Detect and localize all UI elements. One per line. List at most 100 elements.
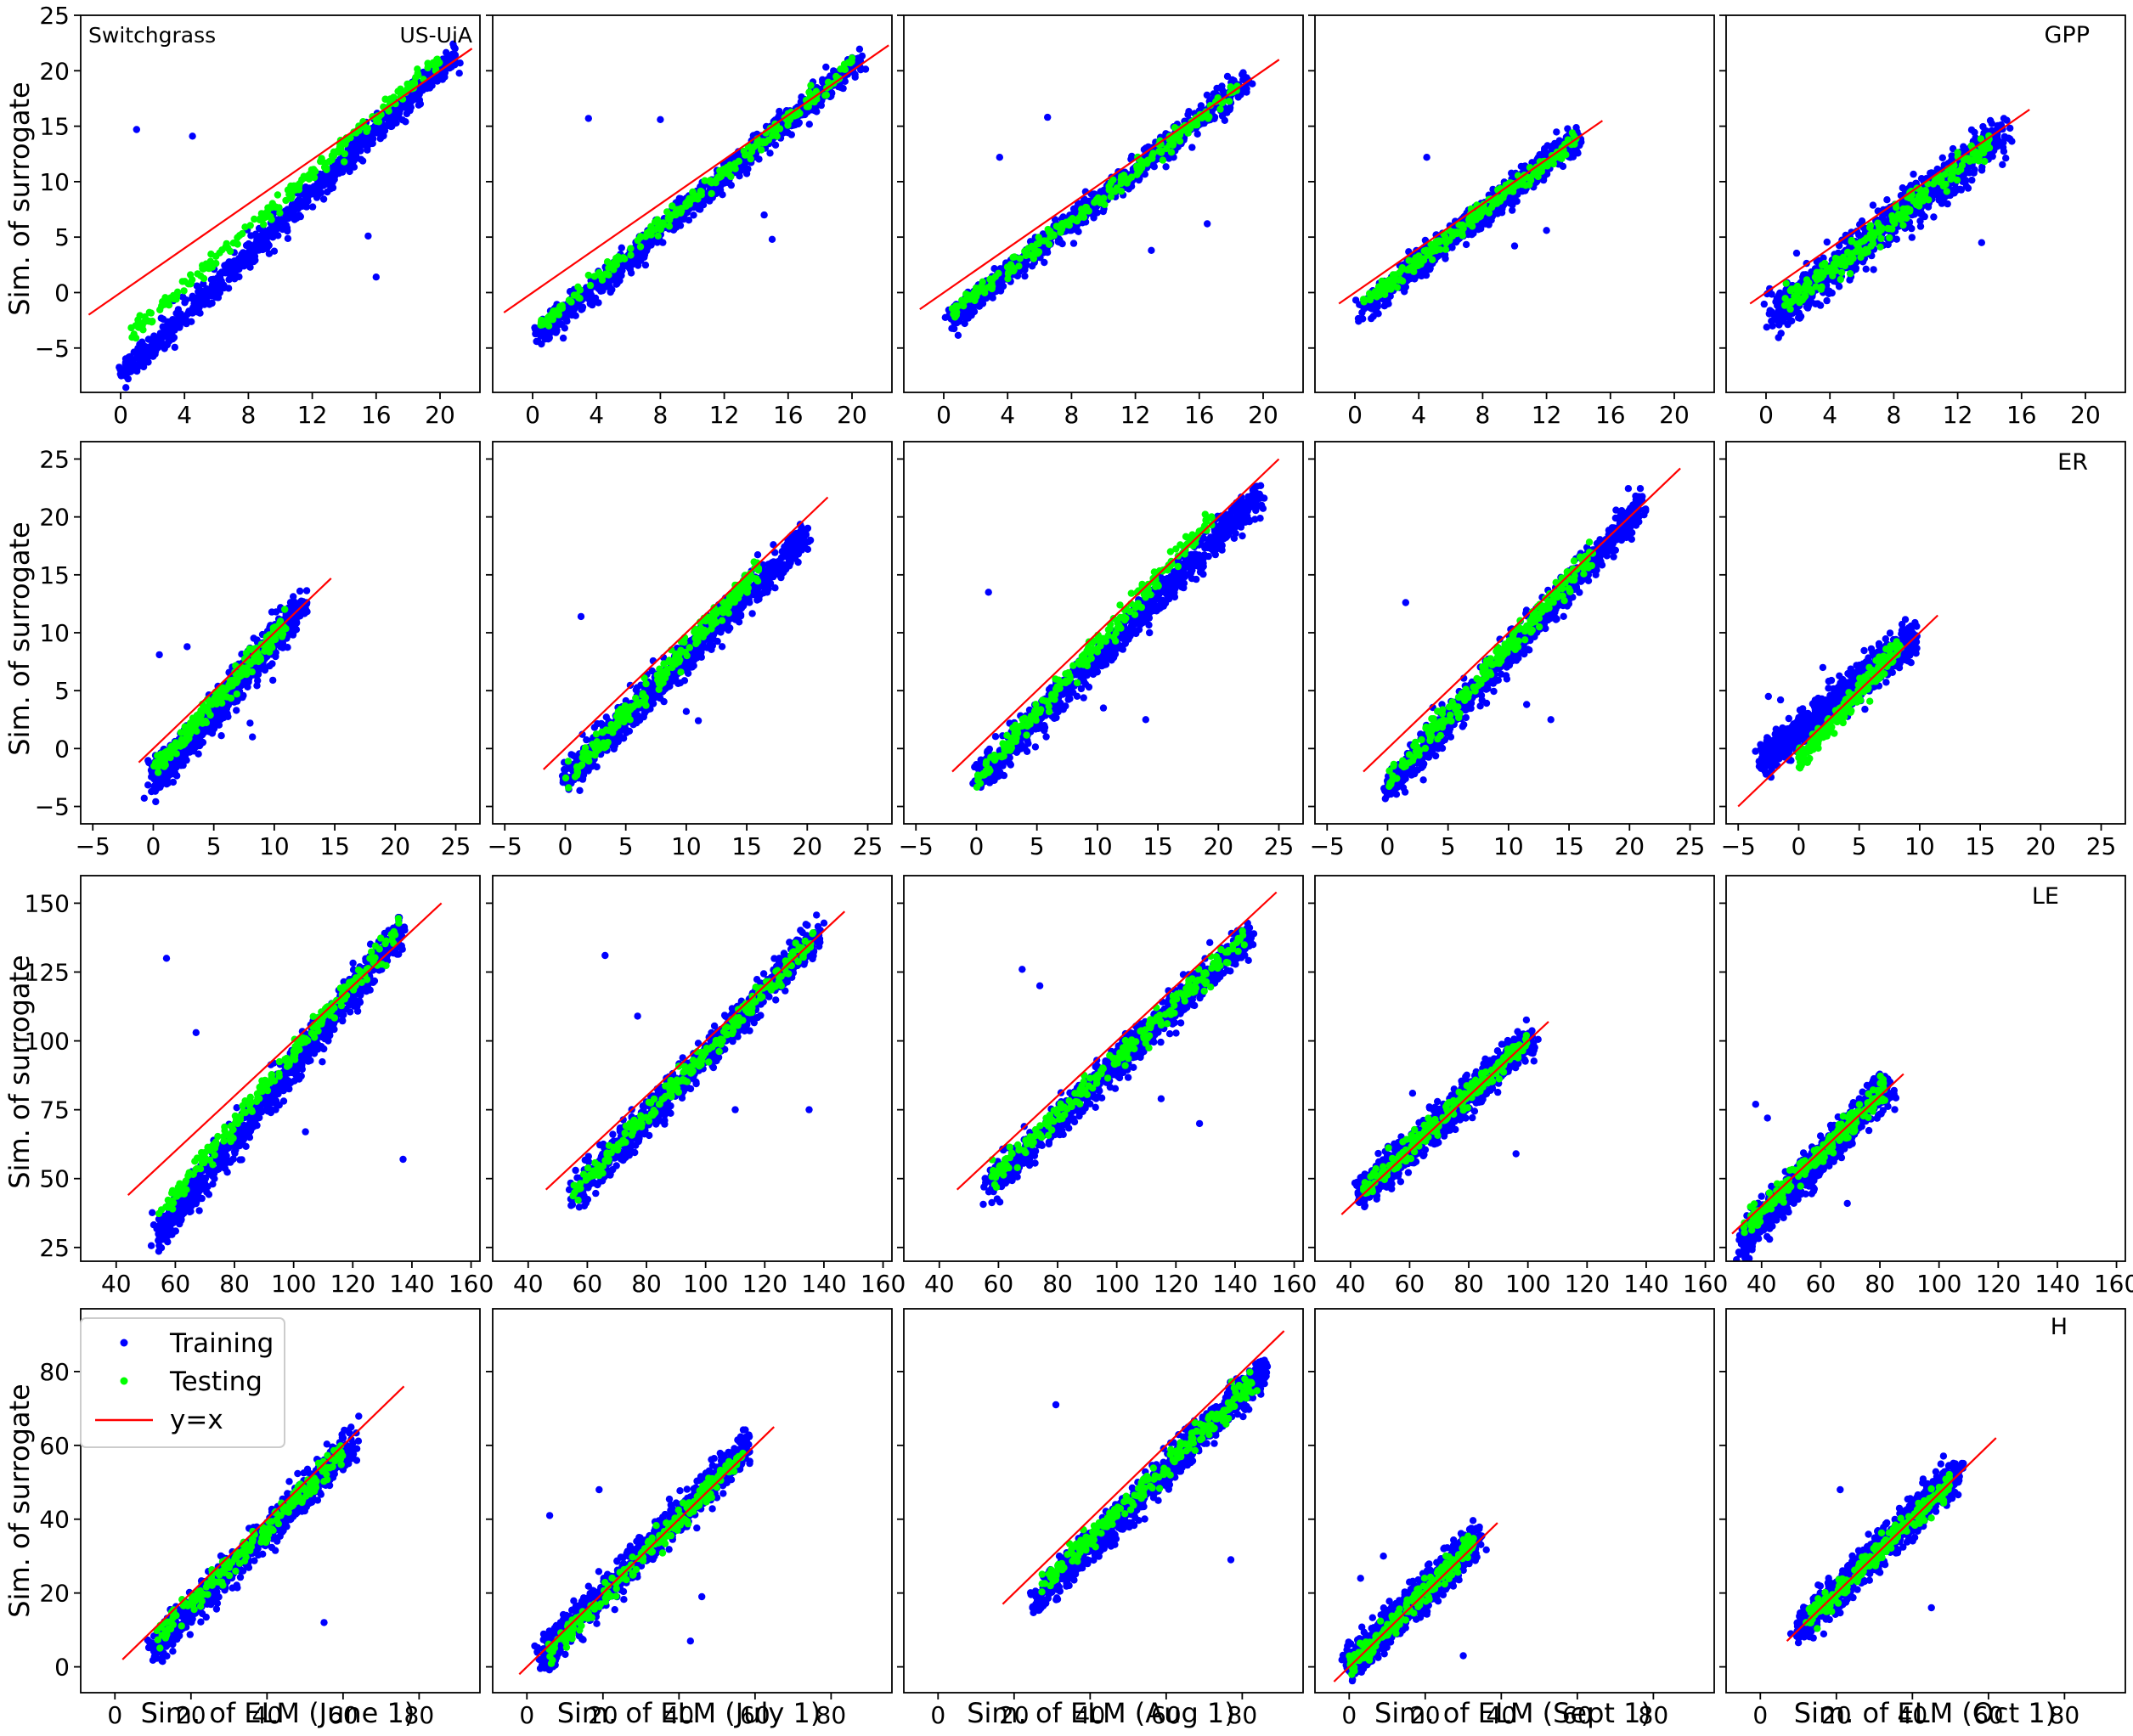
training-point bbox=[407, 104, 415, 111]
testing-point bbox=[1487, 204, 1496, 211]
training-point bbox=[443, 48, 450, 56]
training-outlier-point bbox=[1423, 154, 1430, 161]
testing-point bbox=[598, 276, 607, 284]
x-tick-label: 4 bbox=[589, 401, 604, 429]
testing-point bbox=[381, 95, 389, 104]
testing-point bbox=[208, 263, 216, 271]
training-point bbox=[1487, 215, 1495, 223]
testing-point bbox=[1081, 203, 1090, 211]
training-point bbox=[559, 334, 567, 342]
training-point bbox=[189, 306, 196, 313]
training-point bbox=[997, 278, 1006, 285]
testing-point bbox=[603, 258, 612, 266]
testing-point bbox=[612, 261, 621, 268]
training-point bbox=[1368, 314, 1375, 323]
training-point bbox=[1442, 255, 1449, 262]
training-point bbox=[766, 149, 774, 157]
training-point bbox=[183, 319, 190, 328]
training-point bbox=[962, 311, 970, 319]
x-tick-label: 0 bbox=[1347, 401, 1363, 429]
testing-point bbox=[1543, 162, 1551, 170]
training-point bbox=[771, 141, 780, 149]
testing-point bbox=[601, 270, 609, 278]
y-tick-label: 5 bbox=[54, 223, 70, 251]
testing-point bbox=[1216, 105, 1224, 113]
x-tick-label: 12 bbox=[709, 401, 740, 429]
training-point bbox=[1497, 208, 1505, 216]
training-outlier-point bbox=[584, 115, 592, 122]
training-point bbox=[308, 203, 317, 211]
testing-point bbox=[1120, 173, 1128, 182]
testing-point bbox=[288, 193, 296, 200]
testing-point bbox=[1510, 183, 1518, 191]
testing-point bbox=[747, 155, 754, 163]
training-point bbox=[954, 331, 962, 339]
testing-point bbox=[643, 229, 651, 237]
testing-point bbox=[178, 278, 186, 285]
training-point bbox=[587, 290, 595, 299]
training-point bbox=[128, 359, 136, 368]
plot-area bbox=[503, 44, 889, 348]
training-point bbox=[1021, 272, 1029, 280]
testing-point bbox=[289, 184, 296, 192]
training-point bbox=[1069, 240, 1078, 247]
testing-point bbox=[308, 166, 316, 174]
training-point bbox=[553, 328, 561, 335]
x-tick-label: 8 bbox=[652, 401, 668, 429]
training-point bbox=[1763, 324, 1770, 331]
training-point bbox=[626, 265, 635, 273]
testing-point bbox=[276, 209, 284, 217]
testing-point bbox=[134, 318, 143, 326]
panel-gpp-oct: 0 4 8 12 16 20 bbox=[1719, 14, 2126, 429]
training-point bbox=[313, 192, 321, 200]
training-point bbox=[671, 222, 679, 229]
training-point bbox=[270, 247, 279, 255]
testing-point bbox=[1429, 247, 1437, 256]
testing-point bbox=[1045, 240, 1053, 248]
training-point bbox=[538, 340, 545, 348]
training-outlier-point bbox=[996, 154, 1004, 161]
testing-point bbox=[636, 243, 645, 251]
testing-point bbox=[1366, 290, 1374, 297]
testing-point bbox=[627, 251, 635, 259]
testing-point bbox=[981, 289, 989, 296]
training-point bbox=[456, 59, 464, 67]
training-point bbox=[608, 285, 616, 294]
y-tick-label: 25 bbox=[39, 2, 70, 30]
testing-point bbox=[1169, 141, 1177, 149]
testing-point bbox=[161, 300, 169, 307]
testing-point bbox=[654, 224, 662, 232]
testing-point bbox=[1058, 220, 1066, 228]
testing-point bbox=[1225, 98, 1233, 105]
training-point bbox=[1402, 283, 1410, 291]
testing-point bbox=[576, 295, 584, 302]
testing-point bbox=[731, 160, 739, 167]
testing-point bbox=[361, 123, 370, 132]
training-point bbox=[815, 101, 824, 109]
training-point bbox=[640, 251, 649, 258]
training-point bbox=[1193, 130, 1201, 138]
testing-point bbox=[659, 221, 668, 228]
testing-point bbox=[268, 216, 275, 223]
training-point bbox=[776, 111, 783, 119]
testing-point bbox=[806, 94, 814, 102]
x-tick-label: 0 bbox=[936, 401, 951, 429]
testing-point bbox=[1159, 156, 1167, 164]
testing-point bbox=[436, 59, 443, 66]
testing-point bbox=[375, 118, 383, 126]
training-point bbox=[169, 316, 177, 324]
training-point bbox=[157, 314, 165, 322]
testing-point bbox=[1135, 168, 1143, 177]
y-tick-label: 10 bbox=[39, 168, 70, 196]
x-tick-label: 20 bbox=[1248, 401, 1278, 429]
testing-point bbox=[759, 139, 767, 147]
training-point bbox=[1188, 144, 1196, 151]
training-point bbox=[1775, 334, 1782, 341]
training-point bbox=[264, 227, 272, 234]
training-point bbox=[1054, 238, 1063, 245]
training-point bbox=[1081, 195, 1088, 203]
training-point bbox=[250, 257, 257, 266]
testing-point bbox=[784, 121, 792, 129]
training-point bbox=[358, 157, 367, 165]
testing-point bbox=[837, 65, 844, 73]
